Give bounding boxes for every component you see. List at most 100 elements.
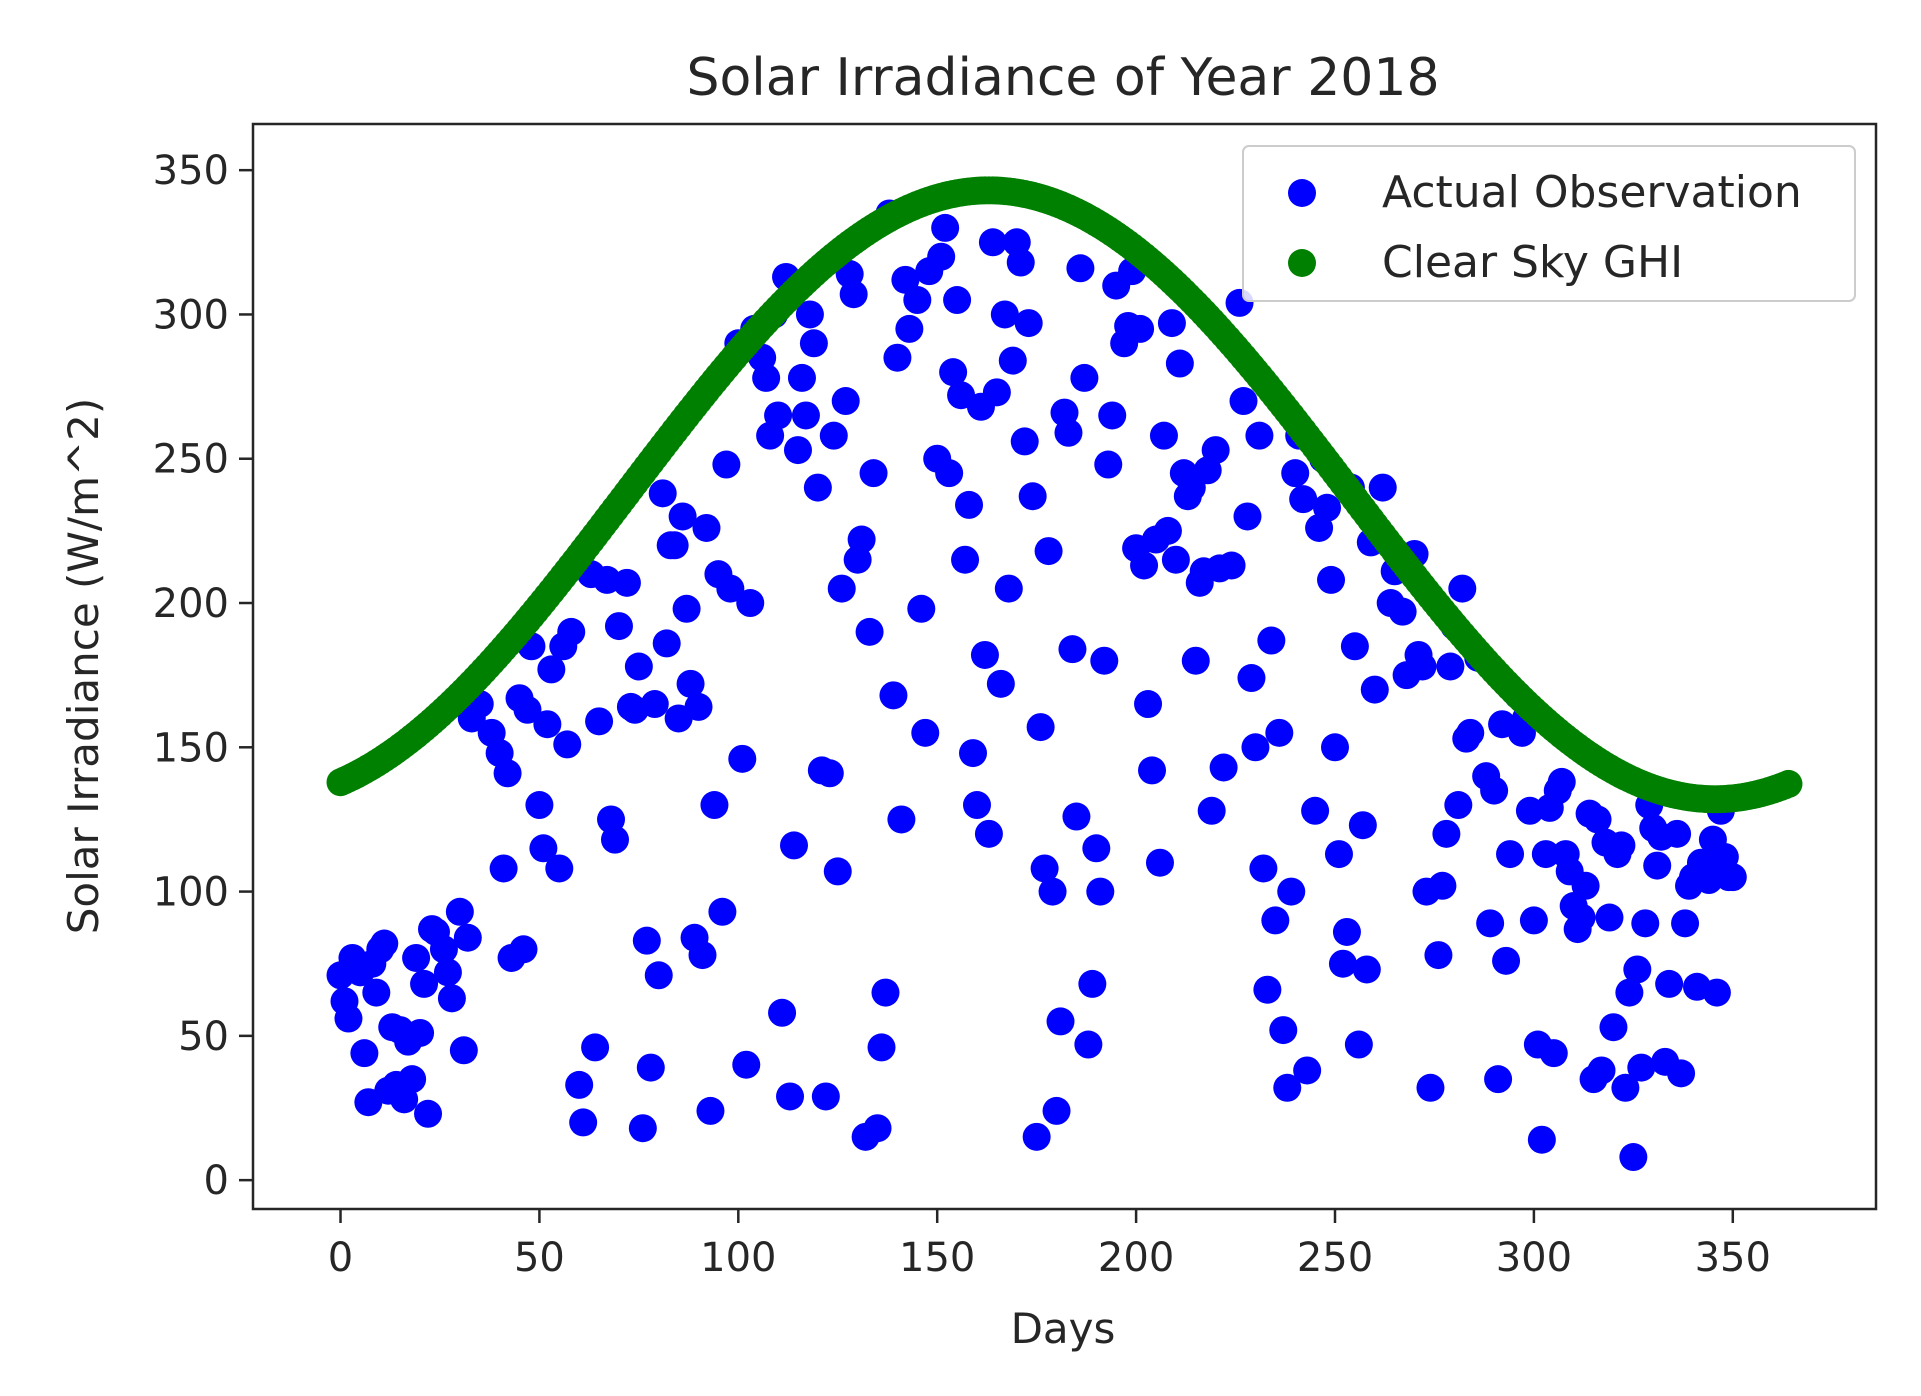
actual-observation-point	[1038, 877, 1067, 906]
actual-observation-point	[1484, 1065, 1513, 1094]
actual-observation-point	[962, 791, 991, 820]
actual-observation-point	[1098, 401, 1127, 430]
legend-marker-clear-sky	[1288, 249, 1316, 277]
actual-observation-point	[1340, 632, 1369, 661]
actual-observation-point	[1476, 909, 1505, 938]
actual-observation-point	[768, 998, 797, 1027]
actual-observation-point	[1667, 1059, 1696, 1088]
actual-observation-point	[974, 819, 1003, 848]
actual-observation-point	[624, 652, 653, 681]
actual-observation-point	[1149, 421, 1178, 450]
y-tick-label: 100	[153, 870, 229, 916]
actual-observation-point	[334, 1004, 363, 1033]
x-tick-label: 0	[328, 1235, 353, 1281]
actual-observation-point	[1257, 626, 1286, 655]
actual-observation-point	[1619, 1143, 1648, 1172]
actual-observation-point	[1034, 537, 1063, 566]
actual-observation-point	[533, 710, 562, 739]
actual-observation-point	[891, 265, 920, 294]
actual-observation-point	[1026, 713, 1055, 742]
actual-observation-point	[640, 690, 669, 719]
actual-observation-point	[1607, 831, 1636, 860]
actual-observation-point	[1237, 664, 1266, 693]
legend: Actual Observation Clear Sky GHI	[1242, 145, 1856, 302]
actual-observation-point	[986, 669, 1015, 698]
actual-observation-point	[887, 805, 916, 834]
actual-observation-point	[493, 759, 522, 788]
actual-observation-point	[935, 459, 964, 488]
actual-observation-point	[1368, 473, 1397, 502]
x-axis-ticks: 0 50 100 150 200 250 300 350	[328, 1209, 1771, 1281]
actual-observation-point	[1321, 733, 1349, 762]
x-tick-label: 300	[1496, 1235, 1572, 1281]
series-clear-sky-ghi	[326, 176, 1803, 814]
actual-observation-point	[1567, 903, 1596, 932]
actual-observation-point	[1094, 450, 1123, 479]
actual-observation-point	[1332, 917, 1361, 946]
actual-observation-point	[692, 513, 721, 542]
actual-observation-point	[831, 387, 860, 416]
actual-observation-point	[1424, 941, 1453, 970]
actual-observation-point	[1480, 776, 1509, 805]
actual-observation-point	[1201, 436, 1230, 465]
actual-observation-point	[1496, 840, 1525, 869]
actual-observation-point	[811, 1082, 840, 1111]
actual-observation-point	[1265, 718, 1294, 747]
actual-observation-point	[1519, 906, 1548, 935]
actual-observation-point	[1010, 427, 1039, 456]
actual-observation-point	[370, 929, 399, 958]
actual-observation-point	[437, 984, 466, 1013]
actual-observation-point	[1317, 565, 1346, 594]
actual-observation-point	[867, 1033, 896, 1062]
actual-observation-point	[1130, 551, 1159, 580]
actual-observation-point	[1058, 635, 1087, 664]
legend-marker-actual	[1288, 179, 1316, 207]
actual-observation-point	[970, 640, 999, 669]
actual-observation-point	[1599, 1013, 1628, 1042]
actual-observation-point	[1281, 459, 1310, 488]
actual-observation-point	[895, 314, 924, 343]
y-axis-ticks: 0 50 100 150 200 250 300 350	[153, 148, 253, 1204]
actual-observation-point	[1324, 840, 1353, 869]
actual-observation-point	[565, 1070, 594, 1099]
actual-observation-point	[1233, 502, 1262, 531]
actual-observation-point	[752, 363, 781, 392]
actual-observation-point	[859, 459, 888, 488]
actual-observation-point	[449, 1036, 478, 1065]
actual-observation-point	[1408, 652, 1437, 681]
actual-observation-point	[688, 941, 717, 970]
actual-observation-point	[911, 718, 940, 747]
actual-observation-point	[1253, 975, 1282, 1004]
actual-observation-point	[672, 594, 701, 623]
actual-observation-point	[815, 759, 844, 788]
actual-observation-point	[1161, 545, 1190, 574]
actual-observation-point	[453, 923, 482, 952]
actual-observation-point	[513, 695, 542, 724]
actual-observation-point	[398, 1065, 427, 1094]
actual-observation-point	[628, 1114, 657, 1143]
actual-observation-point	[433, 958, 462, 987]
actual-observation-point	[557, 617, 586, 646]
actual-observation-point	[1157, 309, 1186, 338]
legend-label-clear-sky: Clear Sky GHI	[1382, 237, 1683, 288]
actual-observation-point	[406, 1018, 435, 1047]
actual-observation-point	[545, 854, 574, 883]
actual-observation-point	[990, 300, 1019, 329]
actual-observation-point	[1145, 848, 1174, 877]
actual-observation-point	[903, 286, 932, 315]
y-tick-label: 200	[153, 581, 229, 627]
actual-observation-point	[1090, 646, 1119, 675]
actual-observation-point	[1229, 387, 1258, 416]
actual-observation-point	[1165, 349, 1194, 378]
actual-observation-point	[1209, 753, 1238, 782]
actual-observation-point	[1655, 969, 1684, 998]
actual-observation-point	[1631, 909, 1660, 938]
actual-observation-point	[1249, 854, 1278, 883]
y-tick-label: 0	[204, 1158, 229, 1204]
actual-observation-point	[660, 531, 689, 560]
y-tick-label: 300	[153, 292, 229, 338]
actual-observation-point	[1348, 811, 1377, 840]
y-tick-label: 150	[153, 725, 229, 771]
